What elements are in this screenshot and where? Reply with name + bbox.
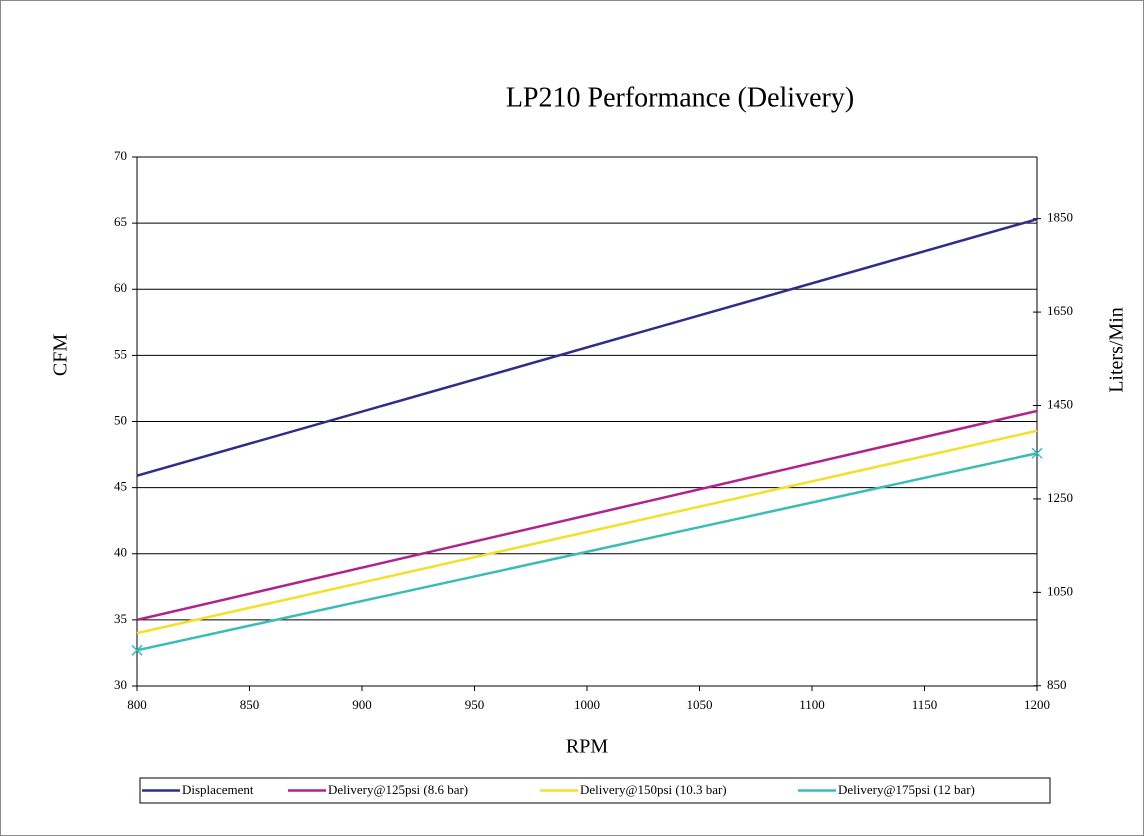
y2-tick-label: 1050 bbox=[1047, 583, 1073, 598]
x-axis-label: RPM bbox=[566, 736, 608, 758]
y-tick-label: 70 bbox=[114, 148, 127, 163]
y2-tick-label: 1850 bbox=[1047, 210, 1073, 225]
y2-tick-label: 1650 bbox=[1047, 303, 1073, 318]
y-tick-label: 65 bbox=[114, 214, 127, 229]
series-marker bbox=[131, 644, 143, 656]
y2-tick-label: 1450 bbox=[1047, 396, 1073, 411]
y-tick-label: 30 bbox=[114, 677, 127, 692]
legend-label: Delivery@150psi (10.3 bar) bbox=[580, 782, 727, 797]
chart-title: LP210 Performance (Delivery) bbox=[506, 82, 854, 113]
x-tick-label: 800 bbox=[127, 697, 147, 712]
y-tick-label: 60 bbox=[114, 280, 127, 295]
y-tick-label: 55 bbox=[114, 346, 127, 361]
x-tick-label: 1100 bbox=[799, 697, 825, 712]
legend-label: Delivery@125psi (8.6 bar) bbox=[328, 782, 468, 797]
y2-tick-label: 1250 bbox=[1047, 490, 1073, 505]
x-tick-label: 1150 bbox=[912, 697, 938, 712]
x-tick-label: 1000 bbox=[574, 697, 600, 712]
y-axis-label: CFM bbox=[50, 334, 72, 376]
y-tick-label: 45 bbox=[114, 479, 127, 494]
y-tick-label: 40 bbox=[114, 545, 127, 560]
series-line bbox=[136, 429, 1038, 635]
legend-label: Delivery@175psi (12 bar) bbox=[838, 782, 975, 797]
x-tick-label: 850 bbox=[240, 697, 260, 712]
series-marker bbox=[1031, 447, 1043, 459]
legend-label: Displacement bbox=[182, 782, 254, 797]
series-line bbox=[136, 409, 1038, 622]
y-tick-label: 50 bbox=[114, 412, 127, 427]
x-tick-label: 1050 bbox=[687, 697, 713, 712]
y2-axis-label: Liters/Min bbox=[1106, 307, 1128, 393]
y2-tick-label: 850 bbox=[1047, 677, 1067, 692]
x-tick-label: 950 bbox=[465, 697, 485, 712]
y-tick-label: 35 bbox=[114, 611, 127, 626]
series-line bbox=[136, 452, 1038, 652]
x-tick-label: 900 bbox=[352, 697, 372, 712]
x-tick-label: 1200 bbox=[1024, 697, 1050, 712]
series-line bbox=[136, 217, 1038, 477]
